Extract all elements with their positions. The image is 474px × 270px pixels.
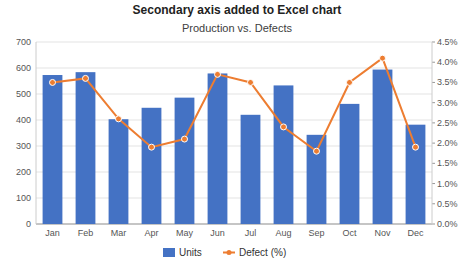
bar (373, 70, 393, 224)
grid-line (36, 42, 432, 43)
point (215, 71, 221, 77)
point (314, 148, 320, 154)
bar (76, 72, 96, 224)
x-tick-label: Oct (342, 228, 357, 238)
axes: 0 100 200 300 400 500 600 700 0.0% 0.5% 1.0% 1.5% 2.… (16, 37, 458, 238)
bar-series (43, 70, 426, 224)
bar (208, 73, 228, 224)
y2-tick-label: 3.5% (437, 77, 458, 87)
legend-swatch (163, 248, 175, 257)
bar (43, 75, 63, 224)
y-tick-label: 0 (26, 219, 31, 229)
line (53, 58, 416, 151)
point (380, 55, 386, 61)
legend-label: Units (179, 247, 202, 258)
y-tick-label: 600 (16, 63, 31, 73)
y2-tick-label: 3.0% (437, 98, 458, 108)
x-tick-label: Jul (245, 228, 257, 238)
point (83, 75, 89, 81)
y-tick-label: 100 (16, 193, 31, 203)
bar (307, 135, 327, 224)
line-series (50, 55, 419, 154)
y-tick-label: 200 (16, 167, 31, 177)
bar (274, 85, 294, 224)
y2-tick-label: 2.5% (437, 118, 458, 128)
bar (340, 104, 360, 224)
y2-tick-label: 4.0% (437, 57, 458, 67)
point (413, 144, 419, 150)
y2-tick-label: 1.5% (437, 158, 458, 168)
bar (175, 98, 195, 224)
bar (241, 115, 261, 224)
y2-tick-label: 1.0% (437, 179, 458, 189)
point (50, 79, 56, 85)
y-tick-label: 400 (16, 115, 31, 125)
bar (406, 125, 426, 224)
heading: Secondary axis added to Excel chart (133, 3, 342, 17)
x-tick-label: Jan (45, 228, 60, 238)
x-tick-label: Apr (144, 228, 158, 238)
y2-axis (432, 42, 433, 224)
y2-tick-label: 2.0% (437, 138, 458, 148)
x-tick-label: Feb (78, 228, 94, 238)
x-tick-label: Aug (275, 228, 291, 238)
y-tick-label: 700 (16, 37, 31, 47)
y2-tick-label: 0.5% (437, 199, 458, 209)
point (248, 79, 254, 85)
x-tick-label: Mar (111, 228, 127, 238)
chart-title: Production vs. Defects (182, 22, 293, 34)
plot-area (43, 55, 426, 224)
point (281, 124, 287, 130)
x-tick-label: Sep (308, 228, 324, 238)
page: {"chart_data": { "type": "bar", "title":… (0, 0, 474, 270)
legend-marker (227, 250, 232, 255)
chart: Secondary axis added to Excel chart Produ… (0, 0, 474, 270)
bar (142, 108, 162, 224)
x-tick-label: May (176, 228, 194, 238)
y2-tick-label: 0.0% (437, 219, 458, 229)
x-tick-label: Jun (210, 228, 225, 238)
legend: Units Defect (%) (163, 247, 286, 258)
y-tick-label: 500 (16, 89, 31, 99)
y2-tick-label: 4.5% (437, 37, 458, 47)
grid-line (36, 68, 432, 69)
bar (109, 119, 129, 224)
legend-label: Defect (%) (239, 247, 286, 258)
x-tick-label: Nov (374, 228, 391, 238)
y-tick-label: 300 (16, 141, 31, 151)
point (347, 79, 353, 85)
x-tick-label: Dec (407, 228, 424, 238)
point (116, 116, 122, 122)
y-axis (36, 42, 37, 224)
point (149, 144, 155, 150)
point (182, 136, 188, 142)
